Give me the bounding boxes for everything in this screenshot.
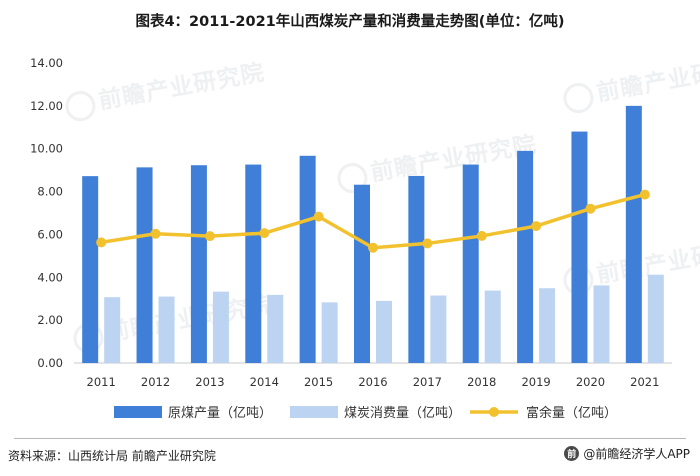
y-tick-label: 2.00 [37, 313, 63, 327]
bar-production [462, 164, 479, 363]
legend-swatch-production [114, 406, 162, 418]
bar-consumption [593, 285, 610, 363]
bar-production [625, 105, 642, 363]
bar-production [299, 155, 316, 363]
bar-production [245, 164, 262, 363]
legend-label-surplus: 富余量（亿吨） [526, 405, 617, 421]
bar-consumption [376, 300, 392, 363]
x-tick-label: 2017 [413, 375, 442, 389]
bar-production [408, 175, 425, 363]
chart-title: 图表4：2011-2021年山西煤炭产量和消费量走势图(单位：亿吨) [135, 14, 565, 30]
bar-consumption [539, 288, 556, 363]
x-tick-label: 2013 [195, 375, 224, 389]
bar-consumption [212, 291, 229, 363]
bar-production [354, 184, 370, 363]
x-tick-label: 2012 [141, 375, 170, 389]
x-tick-label: 2019 [521, 375, 550, 389]
bar-production [136, 167, 153, 363]
y-tick-label: 8.00 [37, 185, 63, 199]
brand-label: @前瞻经济学人APP [583, 447, 690, 461]
footer-divider [14, 438, 686, 439]
point-surplus [96, 237, 107, 248]
x-tick-label: 2011 [87, 375, 116, 389]
legend-label-consumption: 煤炭消费量（亿吨） [344, 406, 461, 421]
source-note: 资料来源：山西统计局 前瞻产业研究院 [8, 449, 216, 463]
bar-production [82, 176, 99, 363]
bar-consumption [267, 294, 284, 363]
point-surplus [313, 211, 324, 222]
bar-consumption [430, 295, 447, 363]
legend-marker-surplus [489, 407, 499, 417]
brand-attribution: 前 @前瞻经济学人APP [564, 445, 690, 462]
point-surplus [150, 228, 161, 239]
x-tick-label: 2014 [250, 375, 279, 389]
x-tick-label: 2015 [304, 375, 333, 389]
point-surplus [476, 230, 487, 241]
y-tick-label: 4.00 [37, 270, 63, 284]
y-tick-label: 10.00 [30, 142, 63, 156]
point-surplus [259, 228, 270, 239]
legend-label-production: 原煤产量（亿吨） [168, 406, 272, 421]
x-tick-label: 2018 [467, 375, 496, 389]
bar-consumption [647, 274, 664, 363]
bar-consumption [484, 290, 501, 363]
bar-consumption [104, 297, 121, 363]
y-tick-label: 0.00 [37, 356, 63, 370]
bar-production [571, 131, 588, 363]
brand-logo-icon: 前 [564, 446, 580, 461]
x-tick-label: 2021 [630, 375, 659, 389]
bar-production [517, 150, 534, 363]
bar-production [190, 165, 207, 363]
bar-consumption [158, 296, 175, 363]
point-surplus [204, 231, 215, 242]
y-tick-label: 6.00 [37, 227, 63, 241]
point-surplus [368, 242, 378, 253]
point-surplus [639, 189, 650, 200]
x-tick-label: 2020 [576, 375, 605, 389]
point-surplus [585, 203, 596, 214]
x-tick-label: 2016 [358, 375, 387, 389]
point-surplus [531, 221, 542, 232]
line-surplus [100, 192, 646, 250]
y-tick-label: 14.00 [30, 56, 63, 70]
y-tick-label: 12.00 [30, 99, 63, 113]
legend-swatch-consumption [290, 406, 338, 418]
point-surplus [422, 238, 433, 249]
bar-consumption [321, 302, 338, 363]
